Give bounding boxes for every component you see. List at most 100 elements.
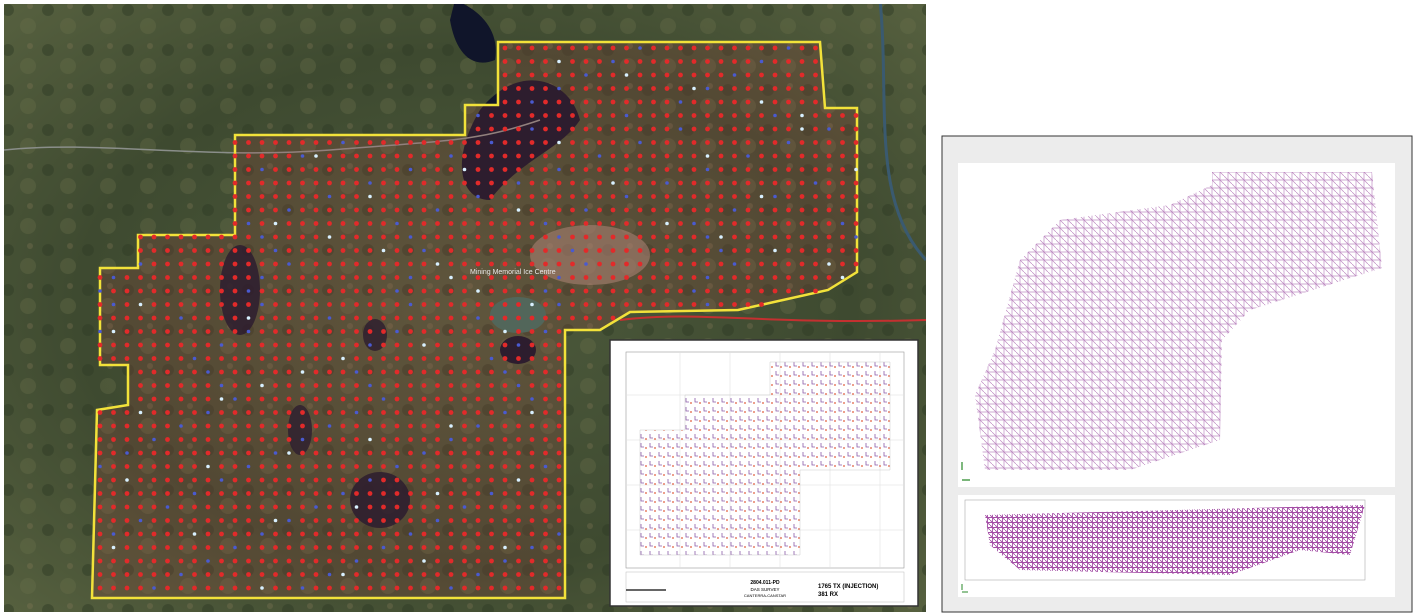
- survey-point: [462, 288, 467, 294]
- survey-point: [246, 329, 251, 334]
- survey-point: [219, 545, 224, 550]
- survey-point: [516, 45, 521, 51]
- survey-point: [610, 194, 616, 199]
- survey-point: [381, 356, 386, 361]
- survey-point: [853, 140, 859, 145]
- survey-point: [394, 342, 400, 348]
- survey-point: [772, 221, 778, 226]
- survey-point: [759, 86, 764, 91]
- survey-point: [462, 558, 467, 564]
- survey-point: [340, 302, 346, 307]
- survey-point: [691, 248, 697, 253]
- survey-point: [637, 234, 643, 240]
- survey-point: [408, 532, 413, 536]
- survey-point: [772, 167, 778, 172]
- survey-point: [624, 99, 629, 105]
- survey-point: [610, 86, 616, 91]
- survey-point: [260, 235, 264, 239]
- survey-point: [557, 275, 561, 280]
- survey-point: [286, 167, 292, 172]
- survey-point: [124, 518, 130, 523]
- survey-point: [597, 45, 602, 51]
- survey-point: [300, 450, 305, 456]
- survey-point: [651, 167, 656, 172]
- survey-point: [475, 369, 481, 375]
- survey-point: [394, 531, 400, 537]
- survey-point: [502, 383, 508, 388]
- survey-point: [178, 585, 184, 591]
- survey-point: [327, 342, 332, 348]
- survey-point: [651, 194, 656, 199]
- survey-point: [516, 167, 521, 172]
- survey-point: [421, 356, 427, 361]
- survey-point: [151, 410, 157, 415]
- survey-point: [381, 423, 386, 429]
- survey-point: [394, 275, 400, 280]
- survey-point: [97, 518, 103, 523]
- survey-point: [624, 45, 629, 51]
- survey-point: [232, 518, 238, 523]
- survey-point: [205, 315, 211, 321]
- survey-point: [502, 261, 508, 267]
- survey-point: [340, 221, 346, 226]
- survey-point: [421, 167, 427, 172]
- survey-point: [475, 545, 481, 550]
- survey-point: [665, 221, 669, 226]
- survey-point: [624, 207, 629, 213]
- survey-point: [367, 585, 373, 591]
- survey-point: [327, 207, 332, 213]
- survey-point: [475, 207, 481, 213]
- survey-point: [124, 288, 130, 294]
- survey-point: [327, 424, 332, 428]
- survey-point: [610, 261, 616, 267]
- survey-point: [232, 153, 238, 159]
- survey-point: [97, 423, 103, 429]
- survey-point: [826, 140, 832, 145]
- survey-point: [408, 585, 413, 591]
- survey-point: [313, 450, 319, 456]
- survey-point: [597, 234, 602, 240]
- survey-point: [246, 504, 251, 510]
- survey-point: [421, 234, 427, 240]
- survey-point: [570, 248, 575, 253]
- survey-point: [232, 369, 238, 375]
- survey-point: [206, 410, 210, 415]
- survey-point: [381, 140, 386, 145]
- survey-point: [664, 261, 670, 267]
- survey-point: [449, 586, 453, 590]
- survey-point: [773, 113, 777, 118]
- survey-point: [246, 316, 251, 320]
- survey-point: [462, 545, 467, 550]
- survey-point: [664, 153, 670, 159]
- survey-point: [624, 194, 629, 199]
- survey-point: [448, 261, 454, 267]
- survey-point: [246, 450, 251, 456]
- survey-point: [638, 140, 642, 145]
- survey-point: [394, 504, 400, 510]
- survey-point: [597, 180, 602, 186]
- survey-point: [165, 288, 170, 294]
- survey-point: [705, 180, 710, 186]
- survey-point: [435, 491, 440, 496]
- survey-point: [394, 491, 400, 496]
- survey-point: [840, 207, 845, 213]
- survey-point: [826, 207, 832, 213]
- survey-point: [435, 194, 440, 199]
- survey-point: [354, 194, 359, 199]
- survey-point: [327, 437, 332, 442]
- survey-point: [178, 504, 184, 510]
- survey-point: [732, 167, 737, 172]
- survey-point: [246, 585, 251, 591]
- survey-point: [232, 410, 238, 415]
- survey-point: [340, 342, 346, 348]
- survey-point: [678, 221, 683, 226]
- survey-point: [745, 180, 751, 186]
- survey-point: [678, 140, 683, 145]
- survey-point: [799, 59, 805, 64]
- survey-point: [556, 558, 562, 564]
- survey-point: [286, 302, 292, 307]
- survey-point: [259, 207, 265, 213]
- survey-point: [489, 585, 494, 591]
- survey-point: [529, 315, 535, 321]
- survey-point: [435, 504, 440, 510]
